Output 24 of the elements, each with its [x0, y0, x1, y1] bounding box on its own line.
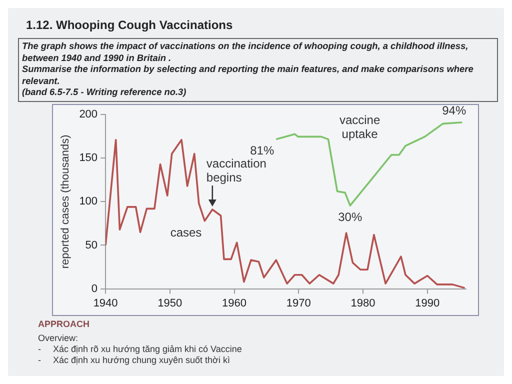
data-label: 30% — [338, 210, 362, 224]
y-tick-label: 150 — [79, 152, 98, 164]
y-tick-label: 100 — [79, 196, 98, 208]
annotation: vaccination begins — [206, 156, 266, 185]
series-label: vaccine uptake — [339, 112, 380, 141]
text: - Xác định rõ xu hướng tăng giảm khi có Vaccine — [38, 344, 242, 355]
data-label: 94% — [442, 104, 466, 118]
y-tick-label: 0 — [91, 282, 98, 295]
chart-title: 1.12. Whooping Cough Vaccinations — [26, 18, 233, 32]
chart-subtitle: The graph shows the impact of vaccinations on the incidence of whooping cough, a childhood illness, between 1940 and 1990 in Britain . Summarise the information by selecting and reporting the main features, and make comparisons where relevant. (band 6.5-7.5 - Writing reference no.3) — [18, 38, 498, 102]
x-tick-label: 1980 — [350, 297, 376, 310]
x-tick-label: 1940 — [93, 297, 118, 310]
text: - Xác định xu hướng chung xuyên suốt thời kì — [38, 355, 231, 366]
series-label: cases — [170, 225, 202, 240]
data-label: 81% — [250, 144, 274, 158]
y-axis-title: reported cases (thousands) — [60, 134, 72, 269]
x-tick-label: 1950 — [158, 297, 182, 310]
text: APPROACH — [38, 319, 91, 330]
y-tick-label: 50 — [85, 239, 98, 252]
y-tick-label: 200 — [79, 108, 98, 121]
text: Overview: — [38, 333, 80, 344]
x-tick-label: 1970 — [286, 297, 311, 310]
x-tick-label: 1960 — [222, 297, 247, 310]
x-tick-label: 1990 — [415, 297, 440, 310]
